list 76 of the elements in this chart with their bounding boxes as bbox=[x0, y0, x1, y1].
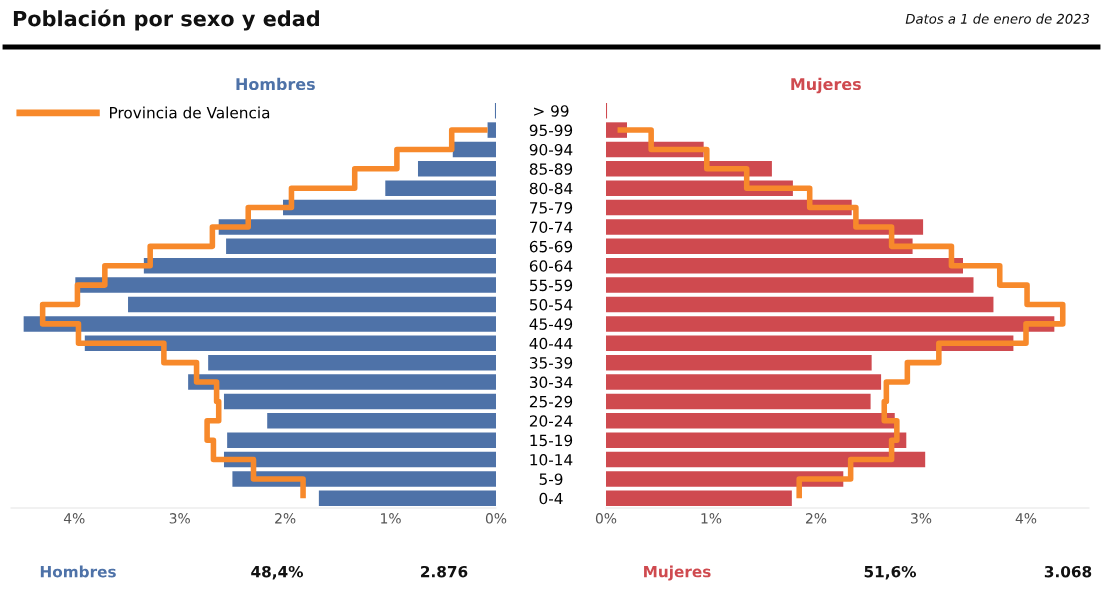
x-tick-label: 4% bbox=[1015, 513, 1037, 524]
bar bbox=[606, 199, 852, 216]
bar bbox=[318, 490, 496, 507]
bar bbox=[606, 354, 872, 371]
y-tick-label: 95-99 bbox=[529, 124, 573, 137]
y-tick-label: 45-49 bbox=[529, 318, 573, 330]
y-tick-label: 40-44 bbox=[529, 337, 573, 350]
x-tick-label: 3% bbox=[911, 513, 932, 524]
chart-title: Mujeres bbox=[791, 77, 861, 94]
bar bbox=[606, 393, 871, 410]
bar bbox=[606, 490, 792, 507]
y-tick-label: 10-14 bbox=[530, 454, 573, 466]
bar bbox=[226, 238, 496, 255]
bar bbox=[385, 180, 496, 196]
y-tick-label: 15-19 bbox=[530, 434, 573, 447]
y-tick-label: 55-59 bbox=[529, 279, 573, 292]
y-tick-label: 85-89 bbox=[529, 163, 573, 175]
bar bbox=[487, 122, 496, 138]
y-tick-label: 80-84 bbox=[529, 182, 573, 195]
bar bbox=[267, 413, 496, 429]
y-tick-label: 35-39 bbox=[529, 357, 573, 369]
bar bbox=[232, 471, 496, 487]
text: 48,4% bbox=[251, 565, 304, 580]
bar bbox=[227, 432, 496, 448]
bar bbox=[75, 277, 496, 293]
text: 3.068 bbox=[1044, 565, 1092, 578]
y-tick-label: 50-54 bbox=[529, 298, 573, 311]
bar bbox=[606, 296, 994, 313]
bar bbox=[143, 257, 496, 274]
x-tick-label: 2% bbox=[275, 513, 296, 524]
bar bbox=[188, 374, 496, 390]
y-tick-label: 20-24 bbox=[529, 415, 573, 427]
x-tick-label: 0% bbox=[595, 513, 617, 524]
x-tick-label: 4% bbox=[63, 513, 85, 524]
text: Datos a 1 de enero de 2023 bbox=[905, 13, 1090, 24]
bar bbox=[606, 257, 963, 274]
text: 51,6% bbox=[864, 565, 917, 580]
x-tick-label: 2% bbox=[806, 513, 827, 524]
text: Población por sexo y edad bbox=[13, 9, 319, 31]
chart-title: Hombres bbox=[236, 77, 315, 91]
bar bbox=[606, 374, 882, 390]
bar bbox=[223, 393, 496, 410]
bar bbox=[606, 277, 974, 293]
y-tick-label: 25-29 bbox=[529, 395, 573, 408]
bar bbox=[218, 219, 496, 235]
text: Mujeres bbox=[644, 565, 711, 581]
bar bbox=[283, 199, 496, 216]
y-tick-label: 5-9 bbox=[539, 473, 563, 485]
y-tick-label: 0-4 bbox=[539, 492, 563, 505]
bar bbox=[606, 238, 913, 255]
text: 2.876 bbox=[421, 565, 468, 578]
y-tick-label: 70-74 bbox=[530, 221, 573, 233]
bar bbox=[128, 296, 496, 313]
x-tick-label: 0% bbox=[485, 513, 507, 524]
bar bbox=[606, 316, 1055, 332]
y-tick-label: 30-34 bbox=[529, 376, 573, 389]
bar bbox=[606, 432, 907, 448]
bar bbox=[452, 141, 496, 158]
bar bbox=[606, 219, 924, 235]
bar bbox=[606, 413, 895, 429]
y-tick-label: 60-64 bbox=[529, 260, 573, 272]
legend-label: Provincia de Valencia bbox=[110, 106, 270, 119]
bar bbox=[606, 471, 844, 487]
bar bbox=[23, 316, 496, 332]
bar bbox=[417, 161, 496, 177]
bar bbox=[208, 354, 496, 371]
y-tick-label: 90-94 bbox=[529, 143, 573, 156]
x-tick-label: 1% bbox=[381, 513, 401, 524]
x-tick-label: 3% bbox=[169, 513, 190, 524]
x-tick-label: 1% bbox=[701, 513, 722, 524]
bar bbox=[606, 451, 926, 468]
bar bbox=[223, 451, 496, 468]
text: Hombres bbox=[40, 565, 116, 578]
y-tick-label: 65-69 bbox=[529, 240, 573, 253]
y-tick-label: 75-79 bbox=[530, 202, 573, 214]
y-tick-label: > 99 bbox=[534, 105, 569, 117]
